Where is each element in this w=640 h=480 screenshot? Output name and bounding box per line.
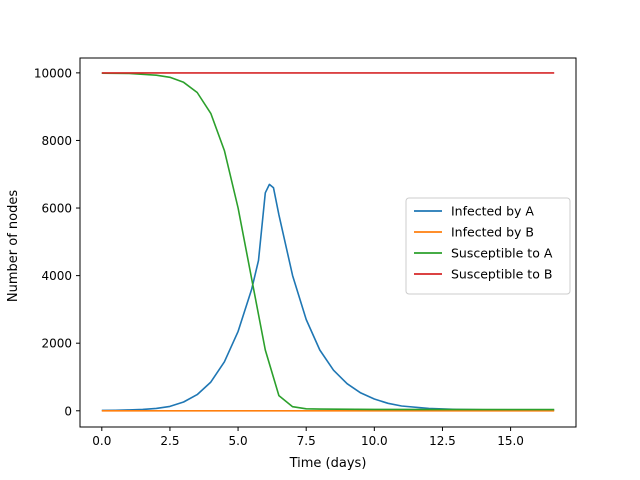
x-tick-label: 2.5	[160, 434, 179, 448]
legend: Infected by A Infected by B Susceptible to…	[405, 197, 571, 295]
y-tick-label: 4000	[41, 269, 72, 283]
y-tick-label: 10000	[34, 66, 72, 80]
x-axis-label: Time (days)	[289, 456, 367, 471]
x-tick-label: 12.5	[429, 434, 456, 448]
legend-label: Infected by A	[451, 204, 534, 219]
legend-label: Infected by B	[451, 225, 534, 240]
series-line-3	[101, 72, 555, 411]
x-tick-label: 7.5	[297, 434, 316, 448]
y-axis-label: Number of nodes	[6, 190, 21, 302]
y-tick-label: 6000	[41, 202, 72, 216]
y-tick-label: 8000	[41, 134, 72, 148]
x-tick-label: 5.0	[229, 434, 248, 448]
y-axis-ticks: 0 2000 4000 6000 8000 10000	[34, 66, 80, 418]
axes-frame	[79, 57, 577, 428]
x-axis-ticks: 0.0 2.5 5.0 7.5 10.0 12.5 15.0	[92, 427, 524, 448]
legend-label: Susceptible to A	[451, 246, 553, 261]
x-tick-label: 0.0	[92, 434, 111, 448]
x-tick-label: 10.0	[361, 434, 388, 448]
series-lines	[101, 72, 555, 412]
x-tick-label: 15.0	[497, 434, 524, 448]
series-line-1	[101, 183, 555, 412]
y-tick-label: 2000	[41, 337, 72, 351]
y-tick-label: 0	[64, 404, 72, 418]
legend-label: Susceptible to B	[451, 267, 552, 282]
legend-box	[405, 197, 571, 295]
